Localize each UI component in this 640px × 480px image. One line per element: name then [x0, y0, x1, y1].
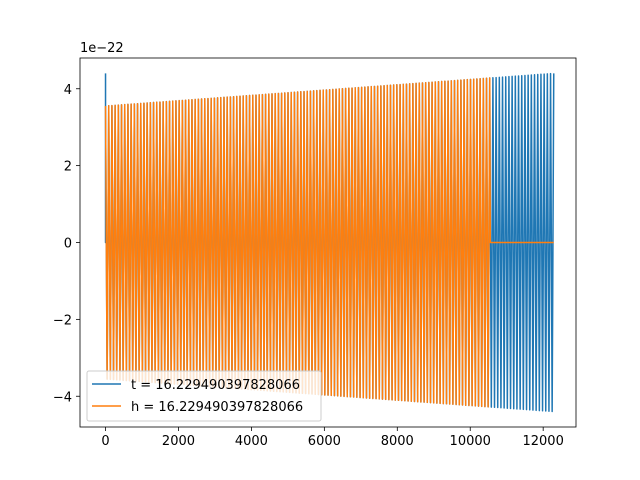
x-tick-label: 6000	[308, 434, 341, 449]
y-axis: −4 −2 0 2 4	[53, 83, 80, 405]
x-tick-label: 4000	[235, 434, 268, 449]
legend-label-1: t = 16.229490397828066	[131, 378, 300, 393]
y-tick-label: −2	[53, 313, 72, 328]
x-axis: 0 2000 4000 6000 8000 10000 12000	[101, 427, 564, 449]
legend-label-2: h = 16.229490397828066	[131, 400, 303, 415]
y-scale-offset-label: 1e−22	[80, 41, 124, 56]
x-tick-label: 12000	[522, 434, 563, 449]
x-tick-label: 2000	[162, 434, 195, 449]
legend: t = 16.229490397828066 h = 16.22949039782…	[86, 370, 322, 422]
y-tick-label: 4	[64, 83, 72, 98]
x-tick-label: 8000	[381, 434, 414, 449]
y-tick-label: 2	[64, 160, 72, 175]
x-tick-label: 0	[101, 434, 109, 449]
x-tick-label: 10000	[450, 434, 491, 449]
y-tick-label: 0	[64, 237, 72, 252]
y-tick-label: −4	[53, 390, 72, 405]
legend-box	[86, 370, 322, 422]
